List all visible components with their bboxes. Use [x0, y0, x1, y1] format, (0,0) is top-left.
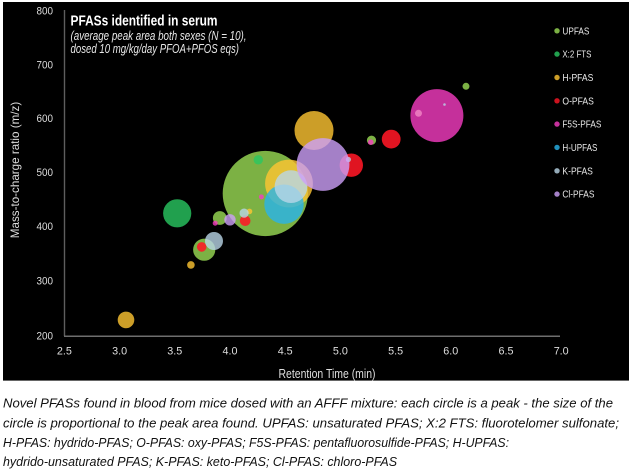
svg-text:7.0: 7.0: [554, 346, 569, 358]
svg-text:circle is proportional to the: circle is proportional to the peak area …: [3, 415, 619, 430]
svg-text:5.0: 5.0: [333, 346, 348, 358]
svg-text:3.5: 3.5: [167, 346, 182, 358]
svg-text:2.5: 2.5: [57, 346, 72, 358]
svg-text:K-PFAS: K-PFAS: [562, 166, 593, 177]
svg-text:Retention Time (min): Retention Time (min): [279, 367, 376, 381]
svg-text:F5S-PFAS: F5S-PFAS: [562, 120, 601, 131]
svg-text:H-UPFAS: H-UPFAS: [562, 143, 597, 154]
svg-text:3.0: 3.0: [112, 346, 127, 358]
svg-text:H-PFAS: H-PFAS: [562, 73, 593, 84]
svg-text:PFASs identified in serum: PFASs identified in serum: [71, 13, 218, 30]
svg-text:(average peak area both sexes: (average peak area both sexes (N = 10),: [71, 29, 247, 43]
svg-text:H-PFAS: hydrido-PFAS; O-PFAS:: H-PFAS: hydrido-PFAS; O-PFAS: oxy-PFAS; …: [3, 435, 509, 450]
svg-text:6.0: 6.0: [443, 346, 458, 358]
svg-text:Mass-to-charge ratio (m/z): Mass-to-charge ratio (m/z): [8, 102, 22, 238]
svg-text:X:2 FTS: X:2 FTS: [562, 50, 591, 61]
svg-text:600: 600: [37, 113, 54, 125]
svg-text:200: 200: [37, 331, 54, 343]
svg-text:700: 700: [37, 59, 54, 71]
svg-text:UPFAS: UPFAS: [562, 26, 589, 37]
svg-text:hydrido-unsaturated PFAS; K-PF: hydrido-unsaturated PFAS; K-PFAS: keto-P…: [3, 454, 397, 469]
svg-text:4.0: 4.0: [223, 346, 238, 358]
svg-text:500: 500: [37, 167, 54, 179]
svg-text:Novel PFASs found in blood fro: Novel PFASs found in blood from mice dos…: [3, 396, 613, 411]
svg-text:6.5: 6.5: [499, 346, 514, 358]
svg-text:O-PFAS: O-PFAS: [562, 96, 594, 107]
svg-text:5.5: 5.5: [388, 346, 403, 358]
svg-text:Cl-PFAS: Cl-PFAS: [562, 190, 594, 201]
svg-text:dosed 10 mg/kg/day PFOA+PFOS e: dosed 10 mg/kg/day PFOA+PFOS eqs): [71, 42, 240, 56]
svg-text:800: 800: [37, 6, 54, 18]
svg-text:4.5: 4.5: [278, 346, 293, 358]
svg-text:300: 300: [37, 275, 54, 287]
svg-text:400: 400: [37, 221, 54, 233]
